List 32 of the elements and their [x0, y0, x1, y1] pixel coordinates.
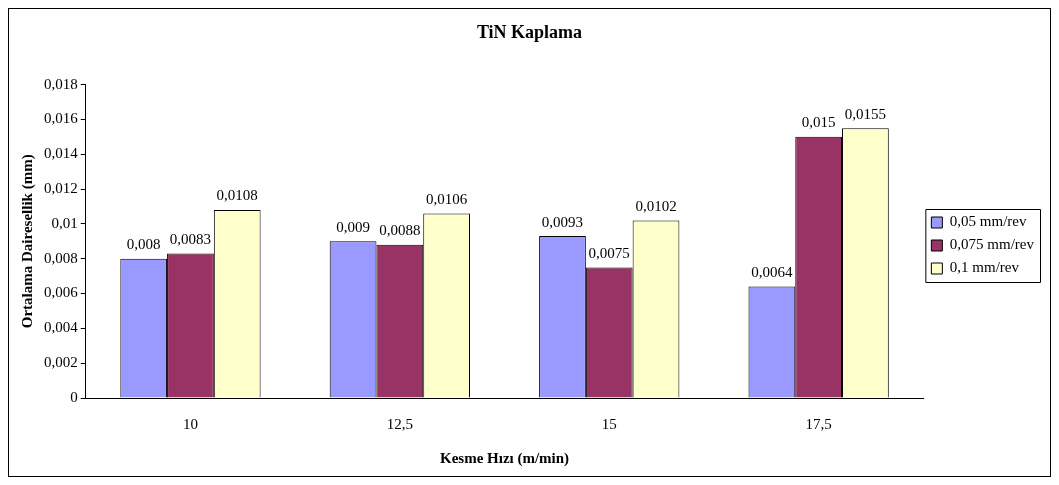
y-tick-label: 0,018: [44, 75, 78, 92]
y-tick-label: 0,014: [44, 145, 79, 162]
data-label: 0,0064: [751, 264, 793, 281]
y-tick-label: 0,016: [44, 110, 79, 127]
data-label: 0,0108: [216, 187, 258, 204]
legend-label: 0,075 mm/rev: [949, 236, 1035, 253]
x-tick-label: 15: [601, 415, 617, 432]
data-label: 0,0083: [169, 230, 212, 247]
x-tick-label: 12,5: [386, 415, 413, 432]
y-tick-label: 0,01: [51, 214, 78, 231]
legend-label: 0,1 mm/rev: [949, 259, 1020, 276]
data-label: 0,0102: [635, 197, 677, 214]
legend-label: 0,05 mm/rev: [949, 213, 1027, 230]
data-label: 0,0075: [588, 244, 630, 261]
chart-title: TiN Kaplama: [476, 22, 583, 43]
x-tick-label: 17,5: [805, 415, 832, 432]
y-tick-label: 0,008: [44, 249, 78, 266]
data-label: 0,015: [801, 114, 836, 131]
y-tick-label: 0,004: [44, 319, 79, 336]
y-axis-title: Ortalama Dairesellik (mm): [18, 154, 36, 329]
data-label: 0,0093: [541, 213, 584, 230]
y-tick-label: 0,002: [44, 354, 78, 371]
y-tick-label: 0: [70, 388, 78, 405]
data-label: 0,009: [336, 218, 370, 235]
y-tick-label: 0,012: [44, 180, 78, 196]
data-label: 0,0155: [844, 105, 887, 122]
data-label: 0,0106: [425, 190, 468, 207]
data-label: 0,008: [126, 236, 161, 253]
x-axis-title: Kesme Hızı (m/min): [439, 449, 570, 467]
data-label: 0,0088: [379, 222, 421, 239]
y-tick-label: 0,006: [44, 284, 79, 301]
x-tick-label: 10: [182, 415, 198, 432]
